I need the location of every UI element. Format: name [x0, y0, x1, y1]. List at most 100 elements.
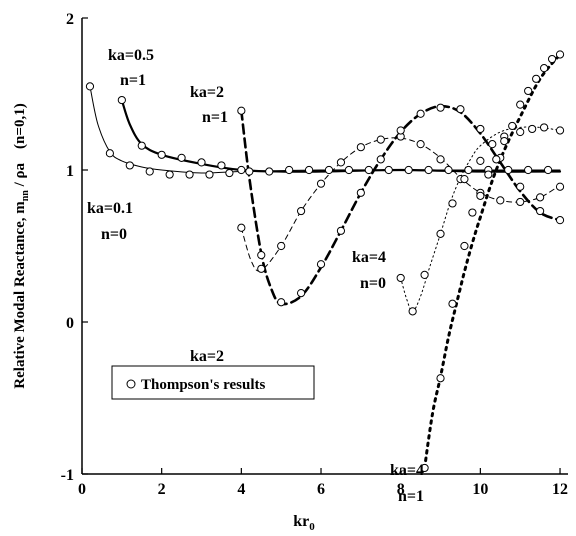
series-lines: [89, 53, 562, 470]
x-tick-label: 0: [78, 481, 86, 498]
data-point-marker: [177, 153, 186, 162]
series-label: ka=0.5: [108, 47, 154, 64]
data-point-marker: [336, 158, 346, 167]
data-point-marker: [117, 95, 126, 105]
data-point-marker: [524, 86, 533, 96]
data-point-marker: [436, 103, 445, 112]
data-point-marker: [408, 307, 417, 316]
data-point-marker: [448, 299, 457, 308]
data-point-marker: [504, 165, 513, 175]
data-point-marker: [237, 223, 246, 232]
series-labels: ka=0.1n=0ka=0.5n=1ka=2n=0ka=2n=1ka=4n=0k…: [87, 47, 424, 505]
data-point-marker: [376, 135, 385, 144]
series-label: ka=2: [190, 348, 224, 365]
x-tick-label: 2: [158, 481, 166, 498]
data-point-marker: [488, 140, 497, 149]
data-point-marker: [484, 170, 493, 179]
series-label: n=0: [101, 226, 127, 243]
data-point-marker: [225, 168, 234, 178]
data-point-marker: [265, 167, 274, 176]
y-tick-label: 1: [66, 163, 74, 180]
series-label: n=1: [398, 488, 424, 505]
data-point-marker: [245, 167, 254, 176]
data-point-marker: [464, 165, 473, 175]
data-point-marker: [237, 165, 246, 175]
data-point-marker: [424, 165, 433, 175]
legend-box: [111, 365, 315, 400]
y-axis-title: Relative Modal Reactance, mnn / ρa(n=0,1…: [12, 103, 31, 388]
data-point-marker: [324, 165, 334, 175]
data-point-marker: [456, 105, 465, 114]
data-point-marker: [460, 241, 469, 251]
data-point-marker: [492, 155, 501, 164]
data-point-marker: [296, 289, 306, 298]
data-point-marker: [125, 161, 134, 170]
x-tick-label: 10: [472, 481, 488, 498]
x-axis-title: kr0: [293, 513, 315, 533]
data-point-marker: [336, 226, 346, 235]
data-point-marker: [536, 193, 545, 202]
y-tick-label: 0: [66, 315, 74, 332]
data-point-marker: [296, 206, 306, 216]
data-point-marker: [396, 273, 405, 283]
data-point-marker: [555, 126, 565, 135]
y-tick-label: -1: [61, 467, 74, 484]
data-point-marker: [364, 165, 373, 175]
data-point-marker: [496, 196, 505, 205]
y-tick-label: 2: [66, 11, 74, 28]
data-point-marker: [277, 298, 286, 307]
data-point-marker: [500, 137, 509, 146]
data-point-marker: [416, 109, 425, 118]
data-point-marker: [237, 106, 246, 115]
data-point-marker: [539, 64, 549, 73]
data-point-marker: [436, 374, 445, 383]
x-tick-label: 8: [397, 481, 405, 498]
data-point-marker: [516, 127, 525, 137]
data-point-marker: [555, 50, 565, 59]
data-point-marker: [404, 165, 413, 175]
data-point-marker: [344, 165, 354, 175]
data-point-marker: [508, 121, 517, 131]
legend-marker-icon: [126, 379, 136, 389]
data-point-marker: [536, 206, 545, 216]
series-label: ka=2: [190, 84, 224, 101]
data-point-marker: [257, 264, 266, 273]
series-label: ka=0.1: [87, 200, 133, 217]
data-point-marker: [524, 165, 533, 175]
data-point-marker: [157, 150, 166, 159]
data-point-marker: [468, 208, 477, 217]
series-label: n=1: [120, 72, 146, 89]
series-line: [89, 85, 561, 174]
data-point-marker: [539, 123, 549, 132]
data-point-marker: [165, 170, 174, 179]
series-line: [423, 53, 562, 470]
data-point-marker: [460, 175, 469, 184]
data-point-marker: [444, 165, 453, 175]
data-point-marker: [543, 165, 553, 175]
data-point-marker: [376, 155, 385, 164]
axes: [81, 18, 568, 475]
data-point-marker: [304, 165, 314, 175]
data-point-marker: [105, 149, 114, 158]
data-point-marker: [547, 54, 557, 64]
series-label: ka=4: [390, 462, 424, 479]
data-point-marker: [420, 463, 429, 473]
series-label: ka=4: [352, 249, 386, 266]
data-point-marker: [420, 270, 429, 279]
legend-label: Thompson's results: [141, 377, 266, 393]
x-tick-label: 6: [317, 481, 325, 498]
series-label: n=1: [202, 109, 228, 126]
data-point-marker: [316, 260, 326, 269]
data-point-marker: [277, 241, 286, 251]
data-point-marker: [516, 182, 525, 191]
data-point-marker: [476, 156, 485, 165]
data-point-marker: [416, 140, 425, 149]
data-point-marker: [476, 124, 485, 134]
data-point-marker: [384, 165, 393, 175]
data-point-marker: [285, 165, 294, 175]
data-point-marker: [316, 179, 326, 188]
data-point-marker: [197, 158, 206, 167]
data-point-marker: [356, 188, 365, 197]
